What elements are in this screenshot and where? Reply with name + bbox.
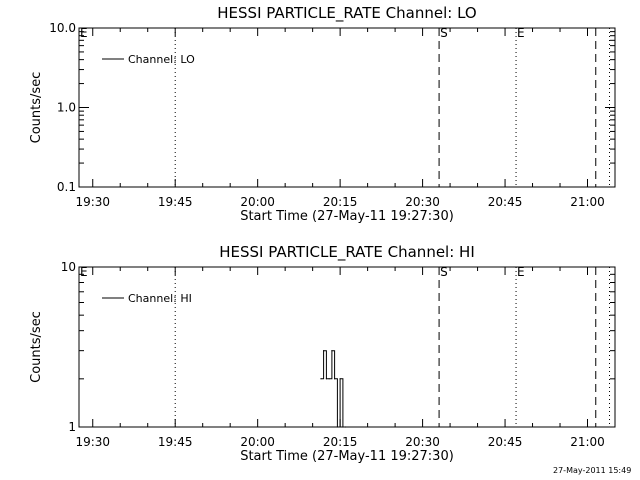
x-tick-label-lo: 20:15 [323, 195, 358, 209]
chart-title-hi: HESSI PARTICLE_RATE Channel: HI [219, 243, 475, 262]
x-tick-label-hi: 20:45 [488, 435, 523, 449]
data-point-hi [331, 350, 333, 352]
x-tick-label-lo: 20:30 [405, 195, 440, 209]
x-tick-label-lo: 20:45 [488, 195, 523, 209]
plot-frame-lo [78, 27, 616, 188]
x-tick-label-hi: 19:30 [75, 435, 110, 449]
legend-label-lo: Channel: LO [128, 53, 195, 66]
x-tick-label-hi: 21:00 [570, 435, 605, 449]
event-marker-label-lo: E [517, 26, 525, 40]
x-tick-label-hi: 20:15 [323, 435, 358, 449]
data-point-hi [334, 378, 336, 380]
data-point-hi [328, 378, 330, 380]
x-tick-label-hi: 20:30 [405, 435, 440, 449]
y-tick-label-lo: 0.1 [57, 180, 76, 194]
event-marker-label-lo: E [80, 26, 88, 40]
data-point-hi [320, 378, 322, 380]
data-point-hi [339, 378, 341, 380]
x-tick-label-lo: 21:00 [570, 195, 605, 209]
generated-timestamp: 27-May-2011 15:49 [553, 466, 632, 475]
x-tick-label-lo: 19:30 [75, 195, 110, 209]
event-marker-label-hi: S [440, 265, 448, 279]
event-marker-label-hi: E [517, 265, 525, 279]
y-axis-label-lo: Counts/sec [29, 72, 44, 144]
data-point-hi [342, 426, 344, 428]
plot-frame-hi [78, 266, 616, 428]
series-line-hi [320, 350, 346, 428]
data-point-hi [323, 350, 325, 352]
event-marker-label-hi: E [80, 265, 88, 279]
x-tick-label-hi: 19:45 [158, 435, 193, 449]
y-tick-label-hi: 1 [68, 420, 76, 434]
event-marker-label-lo: S [440, 26, 448, 40]
x-tick-label-hi: 20:00 [240, 435, 275, 449]
y-tick-label-hi: 10 [61, 260, 76, 274]
x-axis-label-lo: Start Time (27-May-11 19:27:30) [240, 209, 454, 224]
x-tick-label-lo: 20:00 [240, 195, 275, 209]
x-tick-label-lo: 19:45 [158, 195, 193, 209]
x-axis-label-hi: Start Time (27-May-11 19:27:30) [240, 449, 454, 464]
y-tick-label-lo: 1.0 [57, 101, 76, 115]
y-tick-label-lo: 10.0 [49, 21, 76, 35]
data-point-hi [325, 378, 327, 380]
y-axis-label-hi: Counts/sec [29, 311, 44, 383]
chart-title-lo: HESSI PARTICLE_RATE Channel: LO [217, 4, 476, 23]
data-point-hi [345, 426, 347, 428]
legend-label-hi: Channel: HI [128, 292, 192, 305]
data-point-hi [336, 426, 338, 428]
